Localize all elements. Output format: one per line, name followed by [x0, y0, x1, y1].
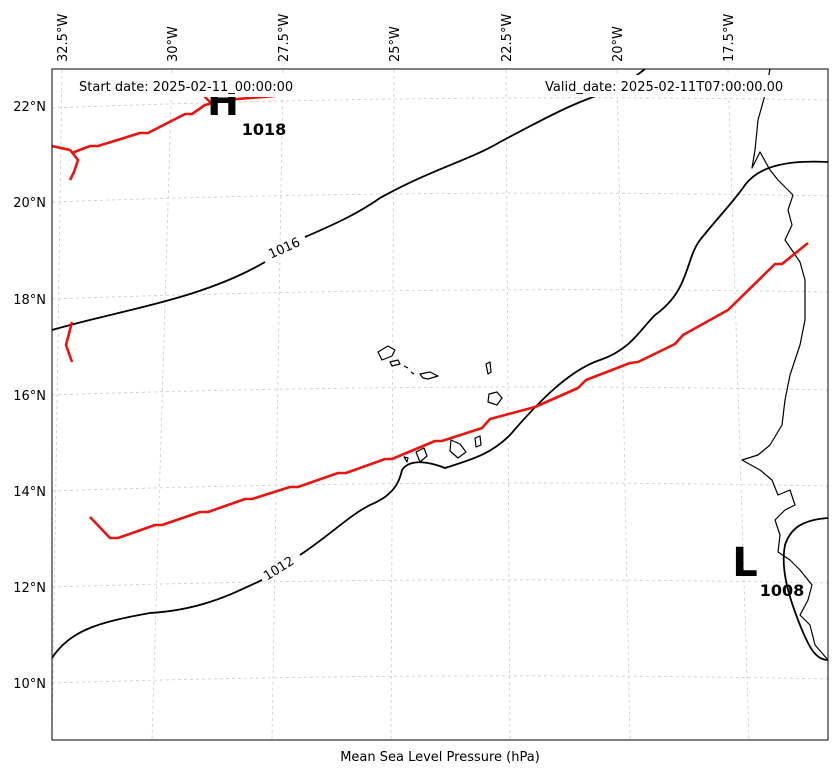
map-frame: [51, 68, 829, 741]
low-pressure-value: 1008: [760, 581, 805, 600]
isobar-1008: [782, 517, 828, 661]
high-pressure-value: 1018: [242, 120, 287, 139]
graticule-meridians: [52, 69, 750, 740]
map-caption: Mean Sea Level Pressure (hPa): [340, 750, 540, 765]
valid-date-backdrop: [538, 75, 810, 97]
lat-label: 10°N: [13, 677, 46, 692]
isobar-1016: [52, 69, 646, 331]
start-date-text: Start date: 2025-02-11_00:00:00: [79, 80, 293, 95]
isobar-1012: [52, 160, 828, 659]
coastline-west-africa: [741, 69, 828, 661]
lat-label: 22°N: [13, 100, 46, 115]
longitude-labels: 32.5°W 30°W 27.5°W 25°W 22.5°W 20°W 17.5…: [56, 14, 737, 62]
lon-label: 30°W: [166, 26, 181, 62]
low-pressure-letter: L: [732, 540, 758, 586]
lat-label: 18°N: [13, 293, 46, 308]
lon-label: 25°W: [388, 26, 403, 62]
lon-label: 22.5°W: [500, 14, 515, 62]
lon-label: 17.5°W: [722, 14, 737, 62]
valid-date-text: Valid_date: 2025-02-11T07:00:00.00: [545, 80, 783, 95]
latitude-labels: 22°N 20°N 18°N 16°N 14°N 12°N 10°N: [13, 100, 46, 692]
lat-label: 20°N: [13, 196, 46, 211]
front-line-south: [89, 241, 809, 540]
front-line-north: [52, 94, 276, 181]
lon-label: 32.5°W: [56, 14, 71, 62]
lat-label: 12°N: [13, 581, 46, 596]
start-date-backdrop: [70, 75, 320, 97]
lat-label: 14°N: [13, 485, 46, 500]
lat-label: 16°N: [13, 389, 46, 404]
lon-label: 27.5°W: [277, 14, 292, 62]
graticule-parallels: [52, 97, 828, 684]
map-panel: [52, 69, 828, 740]
lon-label: 20°W: [611, 26, 626, 62]
cape-verde-islands: [377, 345, 503, 463]
front-line-west-kink: [64, 321, 74, 363]
